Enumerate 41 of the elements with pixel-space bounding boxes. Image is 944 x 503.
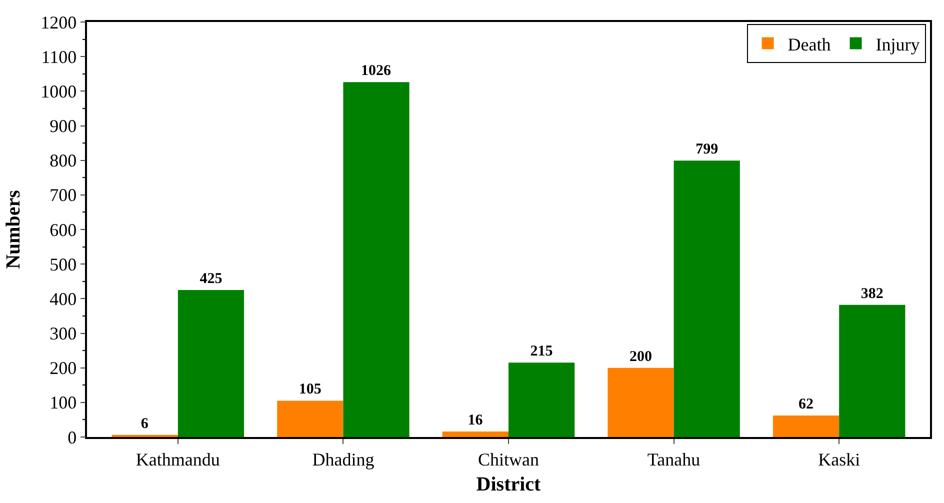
y-tick-label: 1000 bbox=[40, 81, 77, 102]
bar bbox=[508, 362, 575, 437]
x-axis-title: District bbox=[476, 473, 542, 496]
y-tick-label: 1200 bbox=[40, 12, 77, 32]
bar bbox=[772, 416, 840, 437]
data-label: 16 bbox=[468, 412, 484, 428]
data-label: 1026 bbox=[361, 63, 392, 80]
y-tick-label: 600 bbox=[50, 220, 77, 240]
y-tick-label: 500 bbox=[50, 254, 77, 274]
legend-label: Injury bbox=[876, 34, 920, 54]
y-tick-label: 200 bbox=[50, 358, 77, 378]
bar bbox=[343, 82, 410, 437]
bar bbox=[608, 368, 674, 437]
x-tick-label: Tanahu bbox=[647, 449, 700, 470]
y-tick-label: 700 bbox=[50, 185, 77, 206]
y-tick-label: 800 bbox=[50, 150, 77, 171]
x-tick-label: Dhading bbox=[312, 449, 374, 470]
bar bbox=[178, 290, 244, 437]
data-label: 6 bbox=[140, 416, 149, 432]
data-label: 425 bbox=[200, 271, 222, 288]
y-tick-label: 1100 bbox=[41, 46, 77, 67]
y-tick-label: 100 bbox=[50, 392, 77, 413]
data-label: 200 bbox=[629, 348, 652, 365]
y-tick-label: 0 bbox=[68, 427, 77, 448]
bar bbox=[442, 431, 508, 437]
bar bbox=[277, 400, 344, 437]
bar bbox=[839, 304, 906, 437]
data-label: 382 bbox=[860, 286, 884, 302]
data-label: 215 bbox=[530, 344, 553, 360]
y-tick-label: 300 bbox=[50, 324, 77, 344]
bar bbox=[674, 160, 740, 437]
x-tick-label: Chitwan bbox=[478, 449, 539, 470]
data-label: 799 bbox=[696, 142, 718, 158]
y-tick-label: 400 bbox=[50, 288, 77, 309]
data-label: 105 bbox=[298, 382, 322, 398]
y-axis-title: Numbers bbox=[2, 190, 25, 269]
x-tick-label: Kaski bbox=[818, 449, 860, 470]
x-tick-label: Kathmandu bbox=[136, 449, 220, 470]
data-label: 62 bbox=[798, 396, 814, 413]
y-tick-label: 900 bbox=[50, 116, 77, 136]
legend-label: Death bbox=[788, 34, 831, 54]
